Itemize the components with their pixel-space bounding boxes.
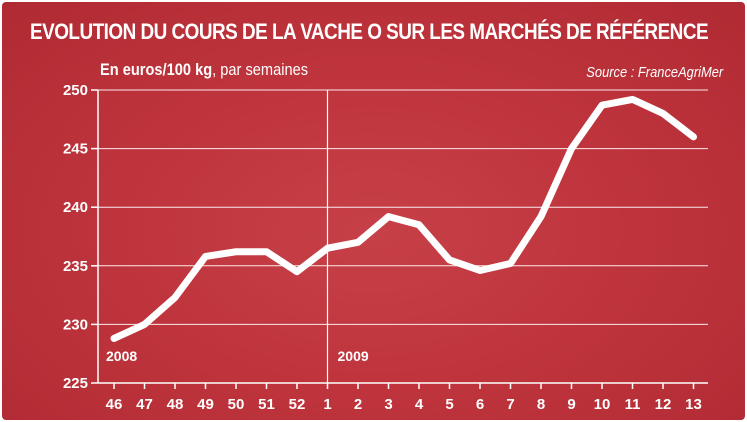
unit-label: En euros/100 kg bbox=[100, 60, 213, 79]
x-tick-label: 13 bbox=[685, 396, 702, 413]
x-tick-label: 50 bbox=[228, 396, 245, 413]
x-tick-label: 51 bbox=[258, 396, 275, 413]
x-tick-label: 48 bbox=[167, 396, 184, 413]
chart-title: EVOLUTION DU COURS DE LA VACHE O SUR LES… bbox=[30, 19, 709, 44]
x-tick-label: 5 bbox=[445, 396, 453, 413]
chart-subtitle: En euros/100 kg, par semaines bbox=[100, 60, 308, 80]
source-label: Source : FranceAgriMer bbox=[586, 64, 723, 81]
x-tick-label: 1 bbox=[323, 396, 331, 413]
y-tick-label: 250 bbox=[63, 82, 88, 99]
year-label: 2008 bbox=[106, 348, 137, 364]
y-tick-label: 230 bbox=[63, 316, 88, 333]
x-tick-label: 2 bbox=[354, 396, 362, 413]
x-tick-label: 4 bbox=[415, 396, 424, 413]
x-tick-label: 7 bbox=[506, 396, 514, 413]
y-tick-label: 235 bbox=[63, 258, 88, 275]
x-tick-label: 6 bbox=[476, 396, 484, 413]
year-label: 2009 bbox=[338, 348, 369, 364]
period-label: , par semaines bbox=[212, 60, 309, 79]
x-tick-label: 46 bbox=[106, 396, 123, 413]
y-tick-label: 245 bbox=[63, 141, 88, 158]
y-tick-label: 240 bbox=[63, 199, 88, 216]
x-tick-label: 49 bbox=[197, 396, 214, 413]
x-tick-label: 8 bbox=[537, 396, 545, 413]
x-tick-label: 52 bbox=[289, 396, 306, 413]
x-tick-label: 11 bbox=[625, 396, 641, 413]
x-tick-label: 47 bbox=[136, 396, 153, 413]
x-tick-label: 9 bbox=[567, 396, 575, 413]
x-tick-label: 3 bbox=[384, 396, 392, 413]
series-line bbox=[110, 95, 697, 342]
x-tick-label: 12 bbox=[655, 396, 672, 413]
x-tick-label: 10 bbox=[594, 396, 611, 413]
y-tick-label: 225 bbox=[63, 375, 88, 392]
